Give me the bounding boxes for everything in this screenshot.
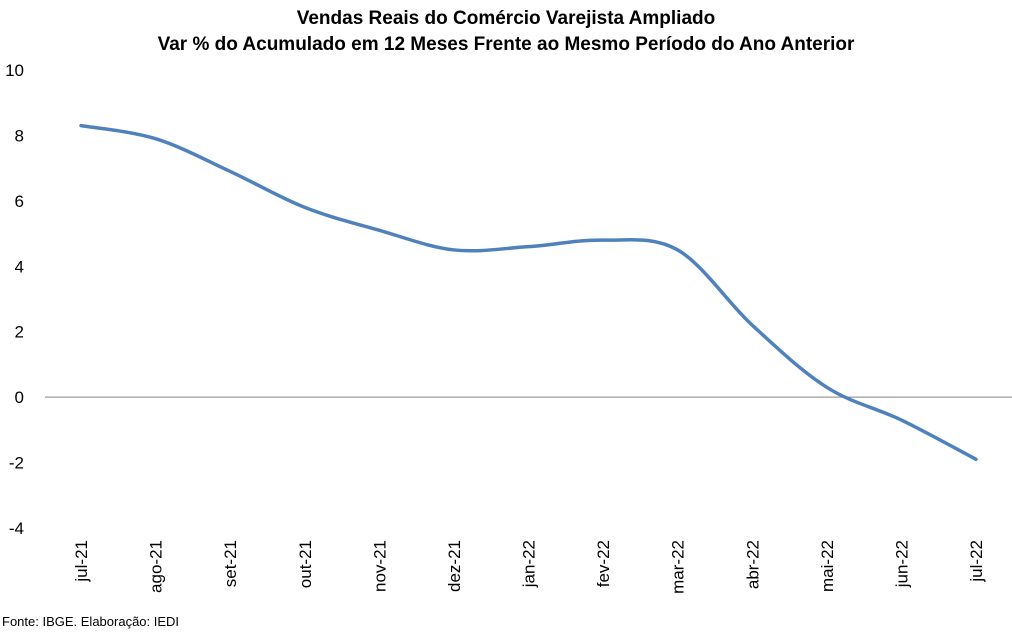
y-tick-label: 4 [15, 257, 24, 276]
y-tick-label: 6 [15, 192, 24, 211]
chart-title: Vendas Reais do Comércio Varejista Ampli… [296, 8, 716, 29]
y-tick-label: 10 [5, 61, 24, 80]
x-tick-label: jan-22 [520, 540, 539, 588]
chart-title-block: Vendas Reais do Comércio Varejista Ampli… [0, 6, 1012, 58]
x-axis-ticks: jul-21 ago-21 set-21 out-21 nov-21 dez-21 jan-… [72, 540, 986, 594]
y-tick-label: 2 [15, 323, 24, 342]
x-tick-label: jul-22 [967, 540, 986, 583]
x-tick-label: dez-21 [445, 540, 464, 592]
x-tick-label: mai-22 [818, 540, 837, 592]
x-tick-label: out-21 [296, 540, 315, 588]
x-tick-label: jul-21 [72, 540, 91, 583]
x-tick-label: ago-21 [147, 540, 166, 593]
series-layer [79, 123, 978, 462]
source-note: Fonte: IBGE. Elaboração: IEDI [2, 614, 180, 629]
series-line-0 [79, 123, 978, 462]
y-tick-label: -4 [9, 519, 24, 538]
y-tick-label: -2 [9, 454, 24, 473]
x-tick-label: mar-22 [669, 540, 688, 594]
y-axis-ticks: 10 8 6 4 2 0 -2 -4 [5, 61, 24, 538]
chart-subtitle: Var % do Acumulado em 12 Meses Frente ao… [157, 34, 855, 55]
x-tick-label: jun-22 [892, 540, 911, 588]
y-tick-label: 8 [15, 126, 24, 145]
x-tick-label: fev-22 [594, 540, 613, 587]
x-tick-label: set-21 [221, 540, 240, 587]
x-tick-label: abr-22 [743, 540, 762, 589]
x-tick-label: nov-21 [370, 540, 389, 592]
y-tick-label: 0 [15, 388, 24, 407]
